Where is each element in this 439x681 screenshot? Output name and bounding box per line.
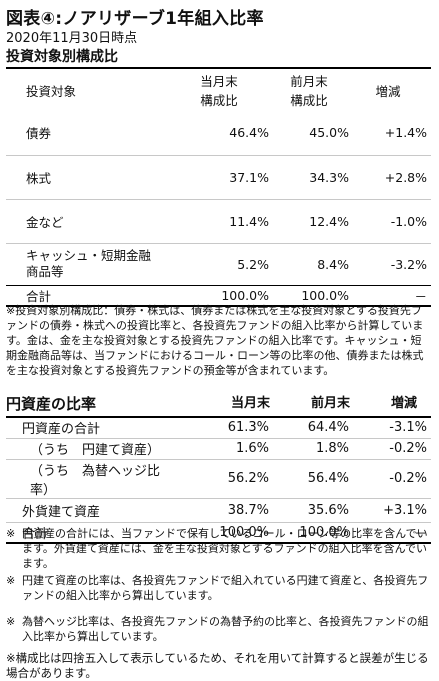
row-previous: 1.8% (269, 438, 349, 460)
col-header-current: 当月末 (231, 396, 271, 411)
col-header-change: 増減 (391, 396, 418, 411)
table-row: （うち 円建て資産） 1.6% 1.8% -0.2% (6, 438, 431, 460)
note-mark: ※ (6, 574, 16, 587)
col-header-previous: 前月末 (311, 396, 351, 411)
yen-assets-heading: 円資産の比率 (6, 395, 97, 413)
row-label: 金など (6, 199, 169, 244)
row-previous: 56.4% (269, 459, 349, 499)
table-row: 債券 46.4% 45.0% +1.4% (6, 111, 431, 156)
row-current: 11.4% (169, 199, 269, 244)
section-heading-asset-allocation: 投資対象別構成比 (6, 47, 431, 69)
row-current: 5.2% (237, 256, 269, 272)
note-text: 為替ヘッジ比率は、各投資先ファンドの為替予約の比率と、各投資先ファンドの組入比率… (22, 615, 429, 643)
total-label: 合計 (6, 521, 169, 544)
row-change: -0.2% (349, 459, 431, 499)
row-change: +2.8% (349, 155, 431, 200)
row-current: 46.4% (169, 111, 269, 156)
footnote-yen-denominated: ※ 円建て資産の比率は、各投資先ファンドで組入れている円建て資産と、各投資先ファ… (6, 573, 431, 603)
footnote-yen-total: ※ 円資産の合計には、当ファンドで保有しているコール・ローン等の比率を含んでいま… (6, 526, 431, 571)
row-previous: 8.4% (317, 256, 349, 272)
row-label: （うち 円建て資産） (6, 438, 169, 460)
col-header-previous: 前月末 構成比 (290, 74, 328, 108)
note-text: 円資産の合計には、当ファンドで保有しているコール・ローン等の比率を含んでいます。… (22, 527, 428, 570)
row-label: 円資産の合計 (6, 417, 169, 439)
footnote-rounding: ※構成比は四捨五入して表示しているため、それを用いて計算すると誤差が生じる場合が… (6, 651, 429, 680)
row-change: +3.1% (349, 497, 431, 523)
row-current: 37.1% (169, 155, 269, 200)
yen-assets-table: 円資産の合計 61.3% 64.4% -3.1% （うち 円建て資産） 1.6%… (6, 417, 431, 544)
row-current: 1.6% (169, 438, 269, 460)
total-previous: 100.0% (269, 521, 349, 544)
col-header-asset: 投資対象 (26, 83, 77, 99)
row-label: キャッシュ・短期金融 商品等 (26, 248, 152, 279)
row-previous: 64.4% (269, 417, 349, 439)
row-change: +1.4% (349, 111, 431, 156)
row-previous: 45.0% (269, 111, 349, 156)
total-change: － (349, 284, 431, 307)
row-previous: 12.4% (269, 199, 349, 244)
total-current: 100.0% (169, 284, 269, 307)
table-row: 金など 11.4% 12.4% -1.0% (6, 199, 431, 244)
table-total-row: 合計 100.0% 100.0% － (6, 284, 431, 307)
table-total-row: 合計 100.0% 100.0% － (6, 521, 431, 544)
row-current: 38.7% (169, 497, 269, 523)
table-header-row: 投資対象 当月末 構成比 前月末 構成比 増減 (6, 69, 431, 111)
row-label: 外貨建て資産 (6, 497, 169, 523)
note-text: 円建て資産の比率は、各投資先ファンドで組入れている円建て資産と、各投資先ファンド… (22, 574, 429, 602)
row-current: 61.3% (169, 417, 269, 439)
allocation-footnote: ※投資対象別構成比：債券・株式は、債券または株式を主な投資対象とする投資先ファン… (6, 304, 424, 377)
row-label: 債券 (6, 111, 169, 156)
col-header-change: 増減 (375, 83, 401, 99)
table-row: 外貨建て資産 38.7% 35.6% +3.1% (6, 497, 431, 523)
note-mark: ※ (6, 615, 16, 628)
col-header-current: 当月末 構成比 (200, 74, 238, 108)
table-row: （うち 為替ヘッジ比率） 56.2% 56.4% -0.2% (6, 459, 431, 499)
total-change: － (349, 521, 431, 544)
row-change: -3.2% (390, 256, 427, 272)
table-row: 株式 37.1% 34.3% +2.8% (6, 155, 431, 200)
row-previous: 35.6% (269, 497, 349, 523)
footnote-fx-hedge: ※ 為替ヘッジ比率は、各投資先ファンドの為替予約の比率と、各投資先ファンドの組入… (6, 614, 431, 644)
row-label: 株式 (6, 155, 169, 200)
total-label: 合計 (6, 284, 169, 307)
row-current: 56.2% (169, 459, 269, 499)
asset-allocation-table: 投資対象 当月末 構成比 前月末 構成比 増減 債券 46.4% 45.0% +… (6, 69, 431, 307)
table-row: キャッシュ・短期金融 商品等 5.2% 8.4% -3.2% (6, 243, 431, 285)
row-change: -0.2% (349, 438, 431, 460)
row-change: -1.0% (349, 199, 431, 244)
row-previous: 34.3% (269, 155, 349, 200)
total-current: 100.0% (169, 521, 269, 544)
note-mark: ※ (6, 527, 16, 540)
page-title: 図表④:ノアリザーブ1年組入比率 (6, 9, 264, 29)
section-heading-yen-assets: 円資産の比率 当月末 前月末 増減 (6, 392, 431, 418)
table-row: 円資産の合計 61.3% 64.4% -3.1% (6, 417, 431, 439)
row-label: （うち 為替ヘッジ比率） (6, 459, 169, 499)
row-change: -3.1% (349, 417, 431, 439)
as-of-date: 2020年11月30日時点 (6, 31, 138, 46)
total-previous: 100.0% (269, 284, 349, 307)
